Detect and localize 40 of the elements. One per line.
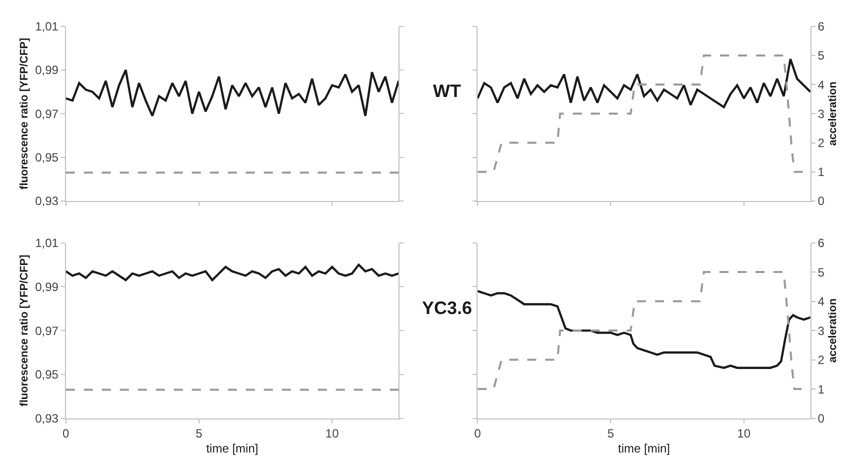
x-tick-label: 0 xyxy=(474,426,482,441)
x-axis-title: time [min] xyxy=(206,442,258,456)
y-tick-label: 0,99 xyxy=(35,63,59,78)
y-tick-label: 1,01 xyxy=(35,20,59,34)
line-series xyxy=(66,68,399,117)
y2-tick-label: 5 xyxy=(818,265,825,280)
y2-axis-title: acceleration xyxy=(827,81,839,146)
y2-tick-label: 2 xyxy=(818,136,825,150)
y2-tick-label: 3 xyxy=(818,106,825,121)
y-axis-title: fluorescence ratio [YFP/CFP] xyxy=(18,254,31,406)
y-tick-label: 0,93 xyxy=(35,194,59,208)
y2-tick-label: 2 xyxy=(818,353,825,367)
y2-tick-label: 0 xyxy=(818,194,825,208)
y-tick-label: 0,95 xyxy=(35,368,59,382)
y-tick-label: 0,97 xyxy=(35,324,59,338)
x-tick-label: 5 xyxy=(196,426,203,441)
y2-tick-label: 6 xyxy=(818,20,825,34)
text: WT xyxy=(433,81,461,101)
x-tick-label: 0 xyxy=(62,426,70,441)
y2-tick-label: 1 xyxy=(818,165,825,180)
y-tick-label: 0,99 xyxy=(35,280,59,294)
x-tick-label: 10 xyxy=(737,426,751,441)
y2-tick-label: 5 xyxy=(818,48,825,63)
x-axis-title: time [min] xyxy=(618,442,670,456)
y-tick-label: 1,01 xyxy=(35,236,59,250)
y-tick-label: 0,93 xyxy=(35,412,59,426)
y2-axis-title: acceleration xyxy=(827,298,839,363)
y2-tick-label: 4 xyxy=(818,78,825,92)
x-tick-label: 10 xyxy=(325,426,340,441)
x-tick-label: 5 xyxy=(607,426,614,441)
y2-tick-label: 0 xyxy=(818,412,825,426)
y2-tick-label: 4 xyxy=(818,294,825,308)
y2-tick-label: 3 xyxy=(818,324,825,338)
y-tick-label: 0,97 xyxy=(35,106,59,121)
y2-tick-label: 6 xyxy=(818,236,825,250)
line-series xyxy=(66,264,399,282)
text: YC3.6 xyxy=(422,298,472,318)
y-tick-label: 0,95 xyxy=(35,150,59,164)
y2-tick-label: 1 xyxy=(818,382,825,396)
y-axis-title: fluorescence ratio [YFP/CFP] xyxy=(18,38,31,190)
